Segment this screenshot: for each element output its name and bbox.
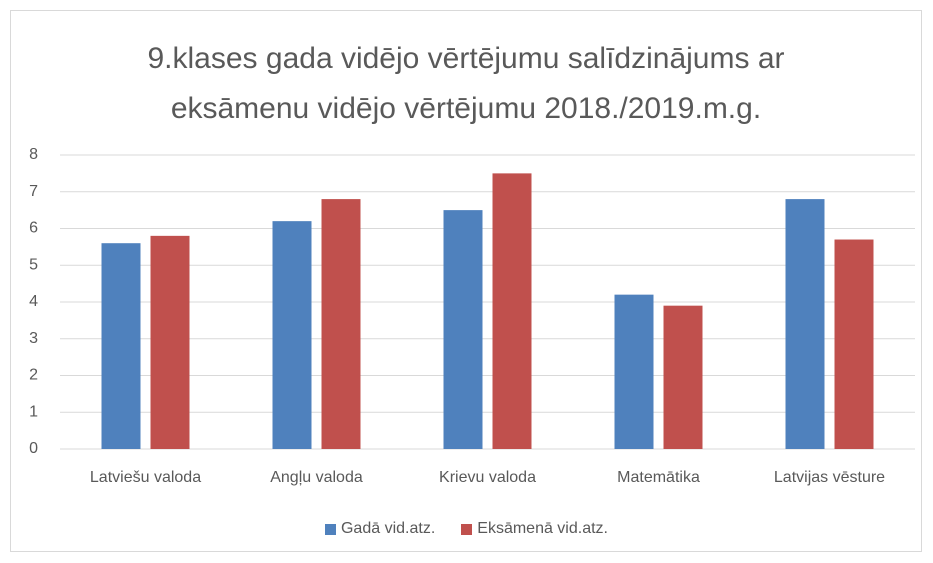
bar <box>834 239 874 449</box>
bar <box>101 243 141 449</box>
legend-swatch <box>324 523 336 535</box>
bar <box>321 199 361 449</box>
x-tick-label: Matemātika <box>617 469 700 486</box>
x-tick-label: Latviešu valoda <box>90 469 201 486</box>
bar <box>663 305 703 449</box>
y-tick-label: 8 <box>29 146 38 163</box>
chart-border <box>10 10 922 552</box>
legend-item: Eksāmenā vid.atz. <box>461 520 608 538</box>
chart-title: 9.klases gada vidējo vērtējumu salīdzinā… <box>147 42 785 125</box>
y-tick-label: 7 <box>29 183 38 200</box>
bar <box>785 199 825 449</box>
x-tick-label: Latvijas vēsture <box>774 469 885 486</box>
legend: Gadā vid.atz. Eksāmenā vid.atz. <box>0 520 933 538</box>
bar <box>614 294 654 449</box>
x-tick-label: Krievu valoda <box>439 469 536 486</box>
bar <box>272 221 312 449</box>
bar <box>492 173 532 449</box>
y-tick-label: 3 <box>29 330 38 347</box>
legend-item: Gadā vid.atz. <box>324 520 436 538</box>
legend-label: Gadā vid.atz. <box>340 520 436 537</box>
bar <box>443 210 483 449</box>
y-tick-label: 1 <box>29 403 38 420</box>
y-tick-label: 0 <box>29 440 38 457</box>
legend-swatch <box>461 523 473 535</box>
legend-label: Eksāmenā vid.atz. <box>477 520 608 537</box>
y-tick-label: 5 <box>29 256 38 273</box>
y-tick-label: 4 <box>29 293 38 310</box>
y-tick-label: 2 <box>29 367 38 384</box>
y-tick-label: 6 <box>29 220 38 237</box>
x-tick-label: Angļu valoda <box>270 469 363 486</box>
bar <box>150 235 190 449</box>
